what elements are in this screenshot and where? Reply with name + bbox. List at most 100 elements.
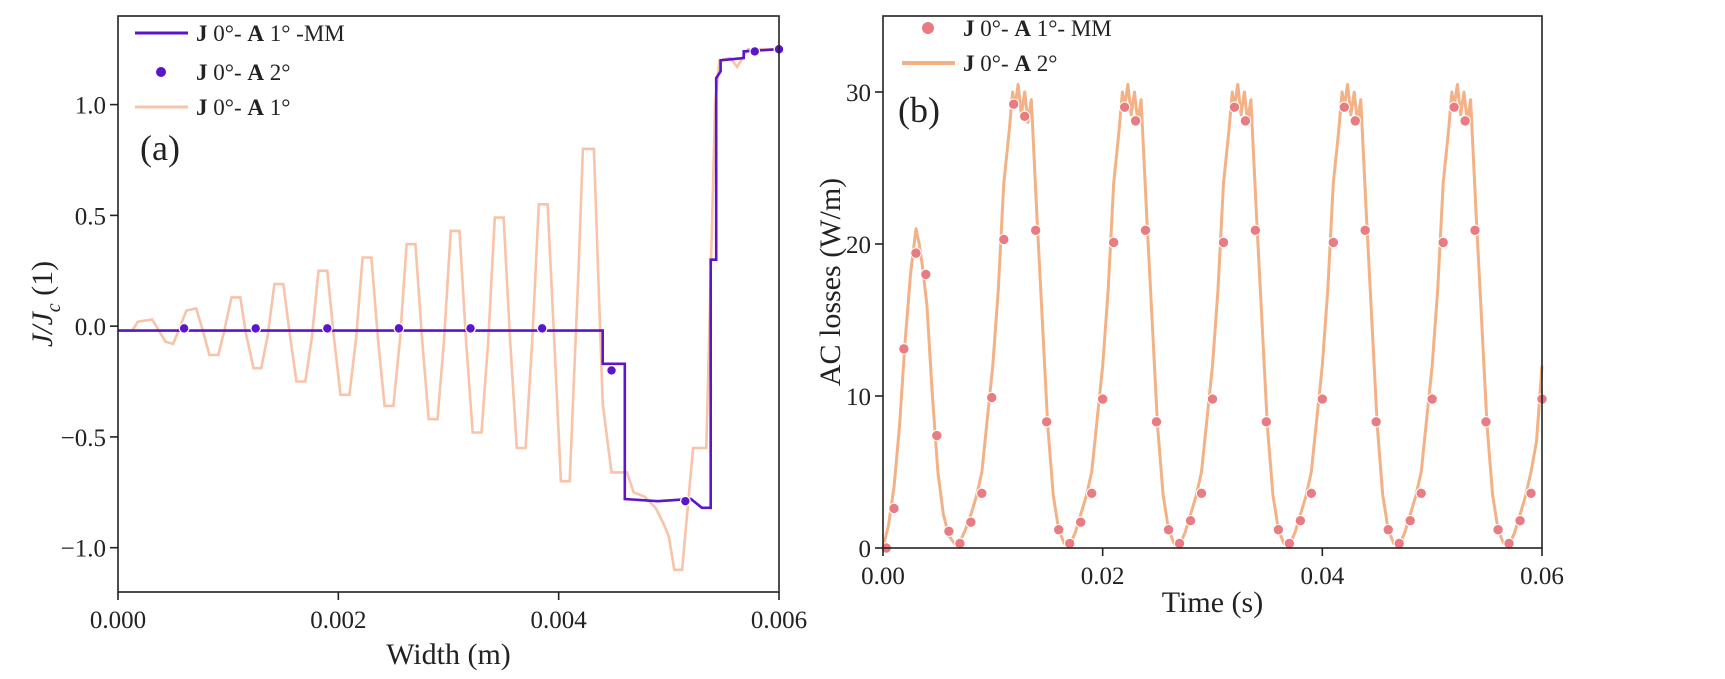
marker-b-mm	[1448, 101, 1460, 113]
marker-b-mm	[1393, 537, 1405, 550]
legend-label-mm: J 0°- A 1° -MM	[196, 21, 345, 46]
marker-b-mm	[1129, 115, 1142, 127]
legend-label-mm-mid: 0°-	[208, 21, 248, 46]
marker-b-mm	[976, 487, 988, 499]
marker-b-mm	[1503, 537, 1515, 550]
marker-b-mm	[1283, 537, 1296, 550]
y-tick-label: 30	[846, 80, 871, 107]
legend-label-b-mm-b2: A	[1014, 16, 1031, 41]
y-tick-label: 10	[846, 384, 871, 411]
x-tick-label: 0.02	[1081, 563, 1125, 590]
marker-b-mm	[986, 391, 998, 404]
marker-b-mm	[1018, 110, 1031, 123]
marker-b-mm	[998, 233, 1010, 246]
legend-label-a2: J 0°- A 2°	[196, 60, 290, 85]
marker-b-mm	[1096, 393, 1109, 405]
marker-b-mm	[1195, 487, 1208, 499]
legend-label-b-mm-mid: 0°-	[975, 16, 1015, 41]
legend-label-a2-b2: A	[247, 60, 264, 85]
legend-item-a1: J 0°- A 1°	[135, 95, 290, 120]
x-tick-label: 0.00	[861, 563, 905, 590]
chart-a-y-axis-title: J/Jc (1)	[26, 261, 65, 347]
legend-swatch-b-mm	[922, 22, 934, 34]
marker-b-mm	[1492, 524, 1504, 536]
y-tick-label: 20	[846, 232, 871, 259]
series-line-a1	[118, 47, 779, 572]
legend-label-b-a2-b1: J	[963, 51, 975, 76]
x-tick-label: 0.04	[1300, 563, 1344, 590]
marker-a2	[393, 322, 405, 334]
marker-a2	[679, 495, 691, 507]
legend-label-a1-tail: 1°	[264, 95, 290, 120]
marker-b-mm	[1525, 487, 1537, 499]
chart-b-series-layer	[880, 82, 1548, 554]
marker-a2	[178, 322, 190, 334]
marker-b-mm	[1107, 236, 1120, 249]
marker-a2	[465, 322, 476, 334]
legend-label-a2-mid: 0°-	[208, 60, 248, 85]
chart-a-series-layer	[118, 43, 785, 572]
legend-item-a2: J 0°- A 2°	[156, 60, 290, 85]
legend-label-b-a2: J 0°- A 2°	[963, 51, 1057, 76]
x-tick-label: 0.002	[310, 607, 366, 634]
legend-label-b-mm-tail: 1°- MM	[1031, 16, 1112, 41]
legend-label-a2-b1: J	[196, 60, 208, 85]
marker-b-mm	[1359, 224, 1371, 237]
chart-b-legend: J 0°- A 1°- MM J 0°- A 2°	[902, 16, 1112, 76]
y-tick-label: −0.5	[61, 425, 106, 452]
marker-b-mm	[1305, 487, 1318, 499]
marker-b-mm	[1217, 236, 1230, 249]
legend-label-mm-b2: A	[247, 21, 264, 46]
marker-b-mm	[1514, 514, 1526, 527]
marker-b-mm	[1228, 101, 1241, 113]
x-tick-label: 0.004	[531, 607, 588, 634]
marker-b-mm	[1085, 487, 1098, 499]
chart-b: 0.00 0.02 0.04 0.06 0 10 20 30 (b) Time (s) AC…	[814, 15, 1564, 619]
marker-b-mm	[1206, 393, 1219, 405]
y-tick-label: −1.0	[61, 536, 106, 563]
chart-b-x-axis-title: Time (s)	[1162, 586, 1263, 619]
legend-label-mm-b1: J	[196, 21, 208, 46]
marker-b-mm	[1260, 416, 1273, 428]
chart-a-y-axis-title-main: J/J	[26, 311, 59, 348]
marker-b-mm	[898, 343, 910, 355]
marker-b-mm	[1459, 115, 1471, 127]
marker-b-mm	[954, 537, 966, 550]
marker-b-mm	[1404, 514, 1416, 527]
marker-b-mm	[1139, 224, 1152, 237]
chart-b-panel-label: (b)	[898, 90, 940, 130]
marker-b-mm	[920, 268, 932, 281]
legend-label-a2-tail: 2°	[264, 60, 290, 85]
legend-label-a1-b1: J	[196, 95, 208, 120]
legend-label-a1: J 0°- A 1°	[196, 95, 290, 120]
marker-b-mm	[1469, 224, 1481, 237]
legend-label-a1-mid: 0°-	[208, 95, 248, 120]
chart-b-y-axis-title: AC losses (W/m)	[814, 178, 847, 386]
marker-b-mm	[943, 525, 955, 537]
marker-b-mm	[1064, 537, 1076, 550]
legend-label-b-mm-b1: J	[963, 16, 975, 41]
chart-a-legend: J 0°- A 1° -MM J 0°- A 2° J 0°- A 1°	[135, 21, 345, 120]
marker-b-mm	[1162, 524, 1175, 536]
marker-b-mm	[1327, 236, 1340, 249]
marker-a2	[536, 322, 548, 334]
marker-a2	[606, 365, 617, 376]
chart-a-plot-frame	[117, 15, 780, 593]
marker-b-mm	[1118, 101, 1131, 113]
marker-a2	[250, 322, 262, 334]
chart-b-y-ticks: 0 10 20 30	[846, 80, 883, 563]
chart-a: 0.000 0.002 0.004 0.006 −1.0 −0.5 0.0 0.5 1.0 (…	[26, 15, 807, 671]
marker-b-mm	[1415, 487, 1427, 499]
marker-b-mm	[888, 502, 900, 515]
x-tick-label: 0.006	[751, 607, 807, 634]
legend-item-mm: J 0°- A 1° -MM	[135, 21, 345, 46]
legend-item-b-a2: J 0°- A 2°	[902, 51, 1057, 76]
y-tick-label: 1.0	[75, 93, 106, 120]
marker-b-mm	[1239, 115, 1252, 127]
marker-b-mm	[1184, 514, 1197, 527]
legend-swatch-a2	[156, 67, 166, 77]
marker-b-mm	[1437, 236, 1449, 249]
series-line-b-a2	[881, 82, 1544, 549]
legend-item-b-mm: J 0°- A 1°- MM	[922, 16, 1112, 41]
